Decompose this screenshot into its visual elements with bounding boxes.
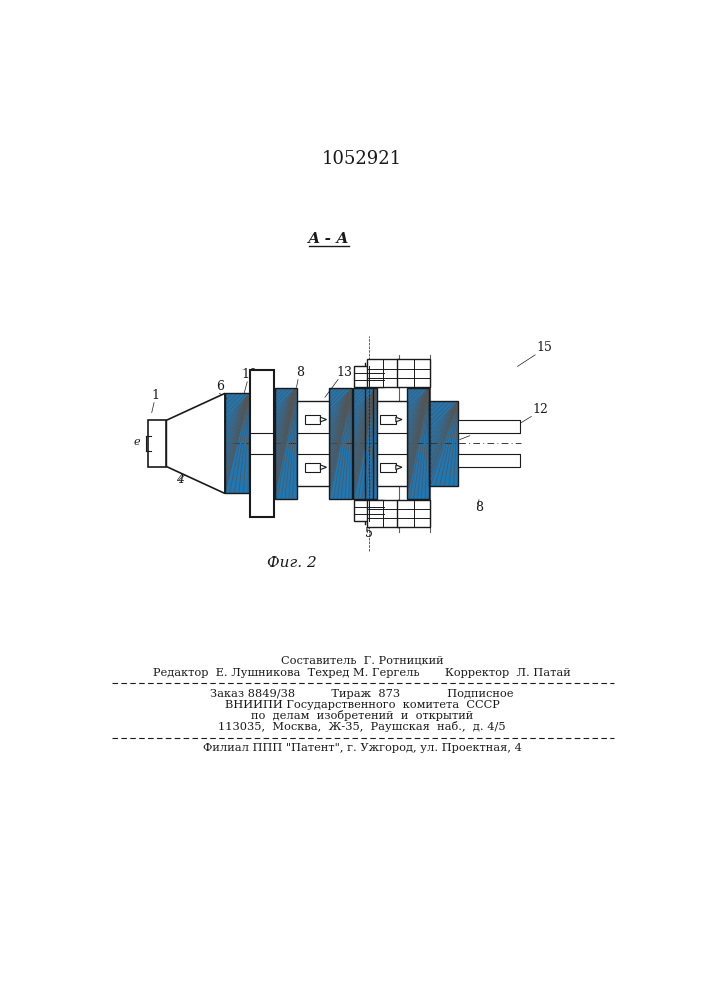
Text: 5: 5 [365, 527, 373, 540]
Bar [225, 393, 250, 493]
Text: 1052921: 1052921 [322, 149, 402, 167]
Polygon shape [320, 465, 327, 470]
Text: 4: 4 [176, 473, 185, 486]
Bar [380, 463, 396, 472]
Polygon shape [396, 465, 402, 470]
Bar [380, 415, 396, 424]
Bar [250, 370, 274, 517]
Text: Заказ 8849/38          Тираж  873             Подписное: Заказ 8849/38 Тираж 873 Подписное [210, 689, 514, 699]
Text: 10: 10 [242, 368, 258, 381]
Bar [366, 500, 399, 527]
Bar [275, 388, 296, 499]
Bar [329, 388, 352, 499]
Text: Фиг. 2: Фиг. 2 [267, 556, 317, 570]
Text: 8: 8 [475, 501, 483, 514]
Polygon shape [320, 417, 327, 422]
Text: по  делам  изобретений  и  открытий: по делам изобретений и открытий [251, 710, 473, 721]
Bar [458, 420, 520, 433]
Bar [407, 388, 429, 499]
Bar [377, 401, 407, 486]
Bar [397, 359, 430, 387]
Text: e: e [134, 437, 141, 447]
Bar [354, 500, 383, 521]
Bar [354, 388, 377, 499]
Bar [148, 420, 166, 466]
Bar [305, 415, 320, 424]
Text: 6: 6 [216, 379, 223, 392]
Text: 15: 15 [537, 341, 553, 354]
Text: 11: 11 [472, 422, 487, 435]
Bar [354, 388, 377, 499]
Bar [148, 420, 166, 466]
Bar [354, 366, 383, 387]
Bar [305, 463, 320, 472]
Text: 1: 1 [152, 389, 160, 402]
Bar [329, 388, 352, 499]
Bar [296, 401, 329, 486]
Polygon shape [396, 417, 402, 422]
Bar [458, 454, 520, 466]
Text: 8: 8 [296, 366, 304, 379]
Polygon shape [166, 393, 225, 493]
Bar [429, 401, 458, 486]
Text: 113035,  Москва,  Ж-35,  Раушская  наб.,  д. 4/5: 113035, Москва, Ж-35, Раушская наб., д. … [218, 721, 506, 732]
Bar [407, 388, 429, 499]
Bar [397, 500, 430, 527]
Bar [458, 454, 520, 466]
Text: Составитель  Г. Ротницкий: Составитель Г. Ротницкий [281, 656, 443, 666]
Text: Филиал ППП "Патент", г. Ужгород, ул. Проектная, 4: Филиал ППП "Патент", г. Ужгород, ул. Про… [202, 743, 521, 753]
Bar [429, 401, 458, 486]
Bar [366, 359, 399, 387]
Bar [458, 420, 520, 433]
Text: 13: 13 [337, 366, 353, 379]
Text: 12: 12 [533, 403, 549, 416]
Bar [275, 388, 296, 499]
Text: ВНИИПИ Государственного  комитета  СССР: ВНИИПИ Государственного комитета СССР [225, 700, 499, 710]
Bar [225, 393, 250, 493]
Text: А - А: А - А [308, 232, 350, 246]
Text: Редактор  Е. Лушникова  Техред М. Гергель       Корректор  Л. Патай: Редактор Е. Лушникова Техред М. Гергель … [153, 668, 571, 678]
